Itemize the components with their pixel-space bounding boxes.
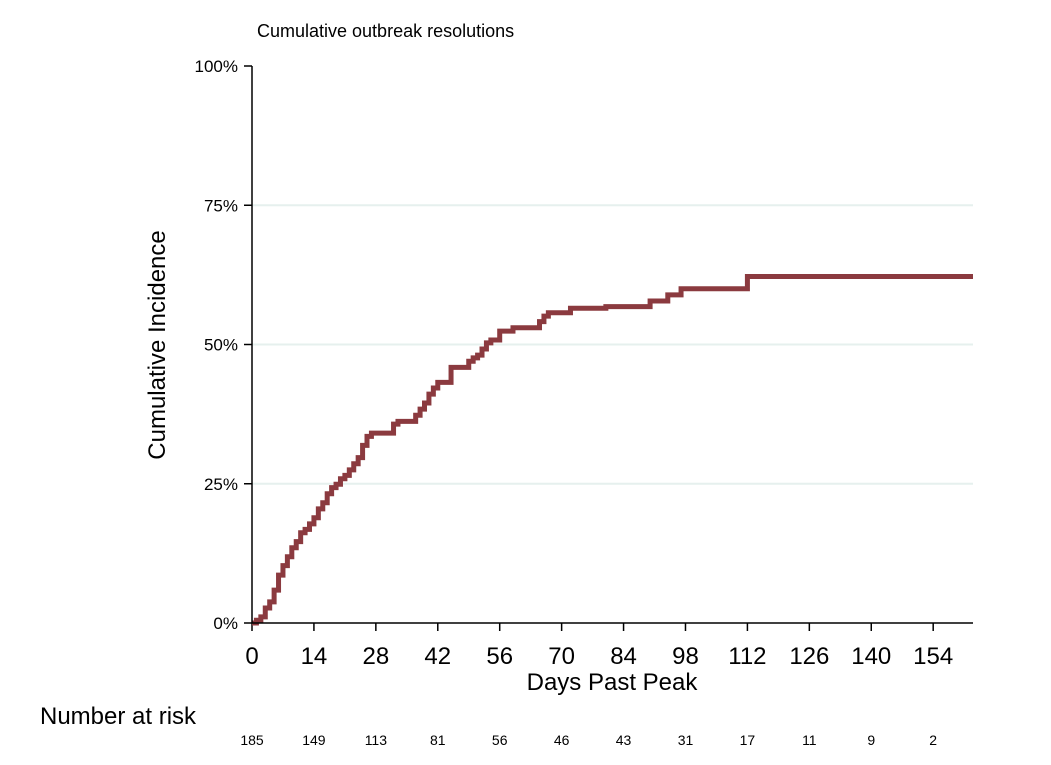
risk-count: 149 bbox=[302, 732, 326, 748]
y-tick-label: 0% bbox=[213, 614, 238, 633]
risk-count: 56 bbox=[492, 732, 508, 748]
risk-table-title: Number at risk bbox=[40, 703, 197, 730]
x-tick-label: 126 bbox=[789, 643, 829, 670]
y-tick-label: 75% bbox=[204, 196, 238, 215]
x-tick-label: 28 bbox=[363, 643, 390, 670]
risk-count: 43 bbox=[616, 732, 632, 748]
x-axis-ticks: 0 14 28 42 56 70 84 98 112 126 140 154 bbox=[245, 623, 953, 670]
risk-table: 185 149 113 81 56 46 43 31 17 11 9 2 bbox=[240, 732, 937, 748]
gridlines bbox=[252, 204, 973, 485]
risk-count: 185 bbox=[240, 732, 264, 748]
y-axis-ticks: 0% 25% 50% 75% 100% bbox=[195, 57, 252, 633]
x-tick-label: 42 bbox=[424, 643, 451, 670]
y-tick-label: 100% bbox=[195, 57, 238, 76]
x-tick-label: 98 bbox=[672, 643, 699, 670]
x-tick-label: 84 bbox=[610, 643, 637, 670]
x-tick-label: 0 bbox=[245, 643, 258, 670]
x-tick-label: 14 bbox=[301, 643, 328, 670]
risk-count: 81 bbox=[430, 732, 446, 748]
x-tick-label: 70 bbox=[548, 643, 575, 670]
x-axis-label: Days Past Peak bbox=[527, 669, 699, 696]
y-axis-label: Cumulative Incidence bbox=[144, 230, 171, 459]
risk-count: 113 bbox=[365, 732, 388, 748]
y-tick-label: 50% bbox=[204, 336, 238, 355]
risk-count: 2 bbox=[929, 732, 937, 748]
x-tick-label: 154 bbox=[913, 643, 953, 670]
risk-count: 11 bbox=[802, 732, 817, 748]
chart-title: Cumulative outbreak resolutions bbox=[257, 21, 514, 41]
risk-count: 17 bbox=[740, 732, 756, 748]
risk-count: 31 bbox=[678, 732, 694, 748]
risk-count: 9 bbox=[867, 732, 875, 748]
x-tick-label: 140 bbox=[851, 643, 891, 670]
y-tick-label: 25% bbox=[204, 475, 238, 494]
series-group bbox=[252, 274, 973, 626]
cumulative-incidence-line bbox=[252, 274, 973, 626]
x-tick-label: 56 bbox=[486, 643, 513, 670]
x-tick-label: 112 bbox=[728, 643, 766, 670]
risk-count: 46 bbox=[554, 732, 570, 748]
